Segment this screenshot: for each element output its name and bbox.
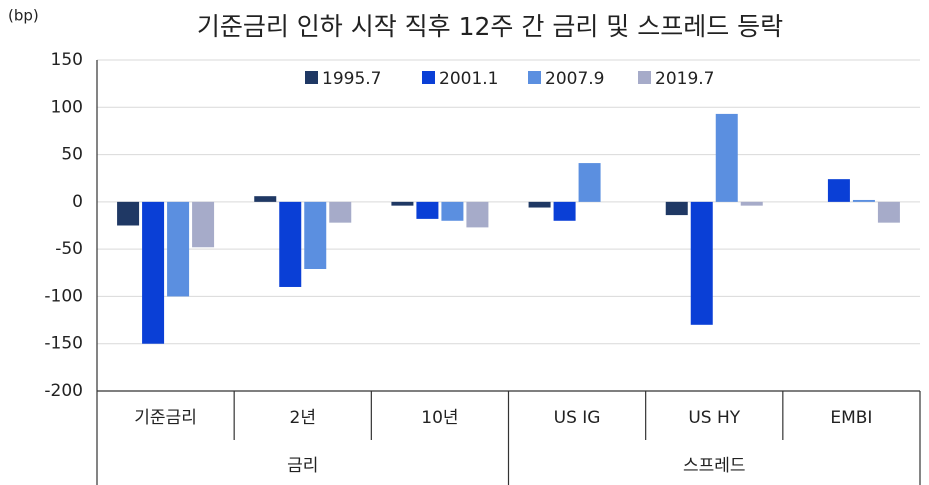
- legend-label: 2007.9: [545, 69, 604, 89]
- group-label: 스프레드: [683, 456, 746, 476]
- bar: [142, 201, 165, 344]
- legend-marker: [528, 71, 541, 84]
- y-tick-label: -50: [55, 239, 83, 259]
- y-tick-label: 0: [72, 192, 83, 212]
- bar: [117, 201, 140, 226]
- x-tick-label: 10년: [421, 408, 458, 428]
- bar: [553, 201, 576, 221]
- x-tick-label: 기준금리: [134, 408, 197, 428]
- bar: [304, 201, 327, 270]
- bar: [416, 201, 439, 219]
- x-tick-label: 2년: [290, 408, 316, 428]
- x-tick-label: US IG: [554, 408, 601, 428]
- legend-label: 2001.1: [439, 69, 498, 89]
- bar: [852, 199, 875, 202]
- group-label: 금리: [287, 456, 318, 476]
- y-tick-label: 50: [61, 145, 83, 165]
- bar: [690, 201, 713, 325]
- legend-marker: [422, 71, 435, 84]
- legend-label: 1995.7: [322, 69, 381, 89]
- legend-marker: [638, 71, 651, 84]
- y-tick-label: 150: [51, 50, 83, 70]
- bar: [877, 201, 900, 223]
- bar: [528, 201, 551, 208]
- bar: [329, 201, 352, 223]
- legend-label: 2019.7: [655, 69, 714, 89]
- bar: [715, 113, 738, 202]
- legend-marker: [305, 71, 318, 84]
- y-tick-label: -150: [44, 334, 83, 354]
- x-tick-label: US HY: [688, 408, 740, 428]
- bar: [254, 196, 277, 202]
- bar: [391, 201, 414, 206]
- chart-title: 기준금리 인하 시작 직후 12주 간 금리 및 스프레드 등락: [197, 12, 783, 41]
- y-tick-label: -200: [44, 381, 83, 401]
- y-tick-label: -100: [44, 286, 83, 306]
- y-axis-label: (bp): [8, 7, 39, 25]
- y-tick-label: 100: [51, 97, 83, 117]
- bar: [827, 179, 850, 202]
- bar: [740, 201, 763, 206]
- bar: [578, 163, 601, 202]
- bar: [192, 201, 215, 248]
- bar: [167, 201, 190, 297]
- bar: [441, 201, 464, 221]
- bar: [466, 201, 489, 228]
- bar: [279, 201, 302, 287]
- bar: [665, 201, 688, 216]
- x-tick-label: EMBI: [830, 408, 872, 428]
